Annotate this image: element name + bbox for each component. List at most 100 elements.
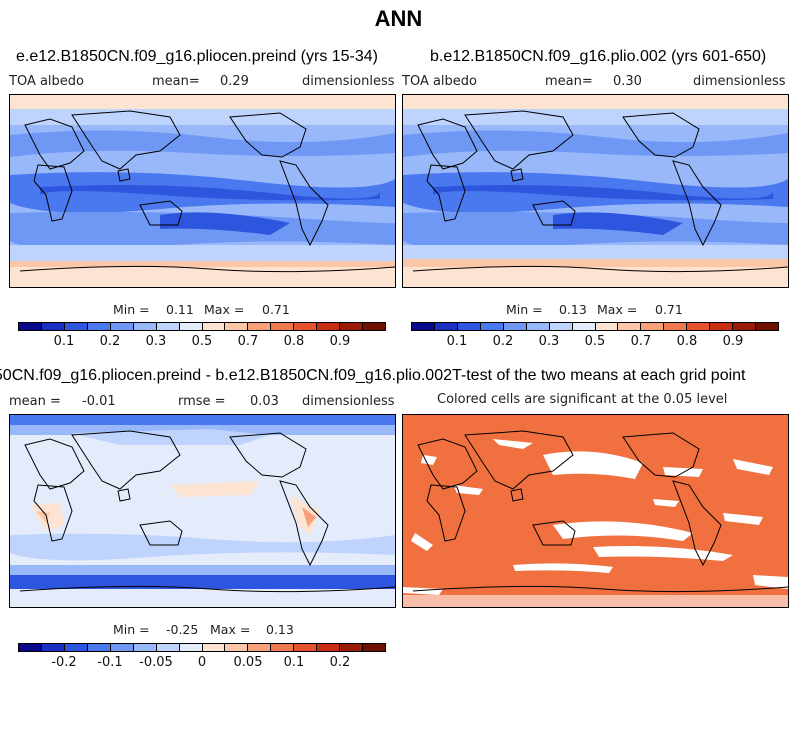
panel3-colorbar-swatch	[248, 644, 272, 651]
panel1-colorbar-swatch	[363, 323, 385, 330]
panel1-colorbar-tick-label: 0.3	[145, 334, 167, 349]
panel2-title: b.e12.B1850CN.f09_g16.plio.002 (yrs 601-…	[430, 48, 767, 65]
panel1-colorbar-tick-label: 0.8	[283, 334, 305, 349]
panel2-min-value: 0.13	[559, 302, 587, 317]
panel1-colorbar-swatch	[110, 323, 134, 330]
panel3-colorbar-ticks: -0.2 -0.1 -0.05 0 0.05 0.1 0.2	[18, 655, 386, 671]
panel3-colorbar-swatch	[156, 644, 180, 651]
panel3-rmse-label: rmse =	[178, 394, 226, 409]
panel2-colorbar-swatch	[412, 323, 435, 330]
panel3-colorbar-swatch	[202, 644, 226, 651]
panel1-colorbar-swatch	[156, 323, 180, 330]
panel3-colorbar	[18, 643, 386, 652]
panel2-colorbar-swatch	[526, 323, 550, 330]
panel3-colorbar-tick-label: -0.1	[97, 655, 123, 670]
panel4-title: T-test of the two means at each grid poi…	[452, 367, 746, 384]
panel2-colorbar-swatch	[434, 323, 458, 330]
panel1-colorbar-swatch	[294, 323, 318, 330]
panel3-colorbar-tick-label: 0.1	[283, 655, 305, 670]
panel3-title: e.e12.B1850CN.f09_g16.pliocen.preind - b…	[0, 367, 452, 384]
panel1-colorbar-tick-label: 0.7	[237, 334, 259, 349]
panel1-max-label: Max =	[204, 302, 245, 317]
panel3-min-label: Min =	[113, 622, 150, 637]
panel2-colorbar-swatch	[756, 323, 778, 330]
panel3-max-value: 0.13	[266, 622, 294, 637]
panel1-colorbar-swatch	[64, 323, 88, 330]
panel1-colorbar-swatch	[225, 323, 249, 330]
panel4-subtitle: Colored cells are significant at the 0.0…	[437, 392, 728, 407]
panel1-min-value: 0.11	[166, 302, 194, 317]
panel2-mean-value: 0.30	[613, 74, 642, 89]
panel3-colorbar-swatch	[271, 644, 295, 651]
panel3-colorbar-tick-label: -0.2	[51, 655, 77, 670]
panel1-max-value: 0.71	[262, 302, 290, 317]
panel1-colorbar-swatch	[271, 323, 295, 330]
panel3-colorbar-swatch	[133, 644, 157, 651]
panel1-colorbar-swatch	[87, 323, 111, 330]
panel2-units: dimensionless	[693, 74, 786, 89]
panel3-colorbar-swatch	[363, 644, 385, 651]
panel1-colorbar-swatch	[133, 323, 157, 330]
panel1-colorbar-tick-label: 0.9	[329, 334, 351, 349]
panel2-colorbar-swatch	[572, 323, 596, 330]
panel2-max-label: Max =	[597, 302, 638, 317]
panel3-colorbar-swatch	[64, 644, 88, 651]
panel2-colorbar-swatch	[618, 323, 642, 330]
panel4-map	[402, 414, 789, 608]
panel3-mean-value: -0.01	[82, 394, 116, 409]
panel2-colorbar-swatch	[664, 323, 688, 330]
panel2-colorbar-swatch	[733, 323, 757, 330]
panel3-colorbar-swatch	[294, 644, 318, 651]
panel1-colorbar-swatch	[248, 323, 272, 330]
panel2-colorbar-swatch	[710, 323, 734, 330]
panel1-colorbar-swatch	[41, 323, 65, 330]
panel3-colorbar-swatch	[340, 644, 364, 651]
panel3-colorbar-swatch	[225, 644, 249, 651]
panel3-units: dimensionless	[302, 394, 395, 409]
panel3-colorbar-tick-label: 0.05	[233, 655, 263, 670]
panel1-colorbar-swatch	[179, 323, 203, 330]
panel2-colorbar-tick-label: 0.8	[676, 334, 698, 349]
panel1-colorbar-ticks: 0.1 0.2 0.3 0.5 0.7 0.8 0.9	[18, 334, 386, 350]
panel3-title-clip: e.e12.B1850CN.f09_g16.pliocen.preind - b…	[0, 367, 452, 389]
panel3-colorbar-tick-label: 0.2	[329, 655, 351, 670]
panel2-mean-label: mean=	[545, 74, 593, 89]
panel1-colorbar-swatch	[317, 323, 341, 330]
panel2-colorbar-tick-label: 0.5	[584, 334, 606, 349]
panel2-colorbar-tick-label: 0.3	[538, 334, 560, 349]
panel1-min-label: Min =	[113, 302, 150, 317]
panel2-map	[402, 94, 789, 288]
panel2-colorbar-swatch	[503, 323, 527, 330]
panel3-map	[9, 414, 396, 608]
panel2-colorbar-swatch	[595, 323, 619, 330]
panel1-colorbar-tick-label: 0.2	[99, 334, 121, 349]
panel2-colorbar	[411, 322, 779, 331]
panel1-mean-label: mean=	[152, 74, 200, 89]
panel2-colorbar-swatch	[480, 323, 504, 330]
panel2-colorbar-ticks: 0.1 0.2 0.3 0.5 0.7 0.8 0.9	[411, 334, 779, 350]
panel2-max-value: 0.71	[655, 302, 683, 317]
panel2-colorbar-swatch	[457, 323, 481, 330]
panel3-min-value: -0.25	[166, 622, 199, 637]
panel3-colorbar-swatch	[87, 644, 111, 651]
panel2-colorbar-tick-label: 0.9	[722, 334, 744, 349]
panel2-colorbar-tick-label: 0.2	[492, 334, 514, 349]
panel3-rmse-value: 0.03	[250, 394, 279, 409]
panel1-colorbar-swatch	[340, 323, 364, 330]
panel1-colorbar-swatch	[202, 323, 226, 330]
figure-title: ANN	[374, 6, 423, 31]
panel1-mean-value: 0.29	[220, 74, 249, 89]
panel2-colorbar-tick-label: 0.1	[446, 334, 468, 349]
panel1-colorbar-swatch	[19, 323, 42, 330]
panel1-map	[9, 94, 396, 288]
panel1-variable: TOA albedo	[9, 74, 85, 89]
panel3-colorbar-tick-label: 0	[197, 655, 207, 670]
panel1-title: e.e12.B1850CN.f09_g16.pliocen.preind (yr…	[16, 48, 379, 65]
panel2-colorbar-tick-label: 0.7	[630, 334, 652, 349]
panel2-variable: TOA albedo	[402, 74, 478, 89]
panel2-colorbar-swatch	[549, 323, 573, 330]
panel3-mean-label: mean =	[9, 394, 61, 409]
panel1-colorbar-tick-label: 0.1	[53, 334, 75, 349]
panel1-colorbar	[18, 322, 386, 331]
panel2-colorbar-swatch	[641, 323, 665, 330]
